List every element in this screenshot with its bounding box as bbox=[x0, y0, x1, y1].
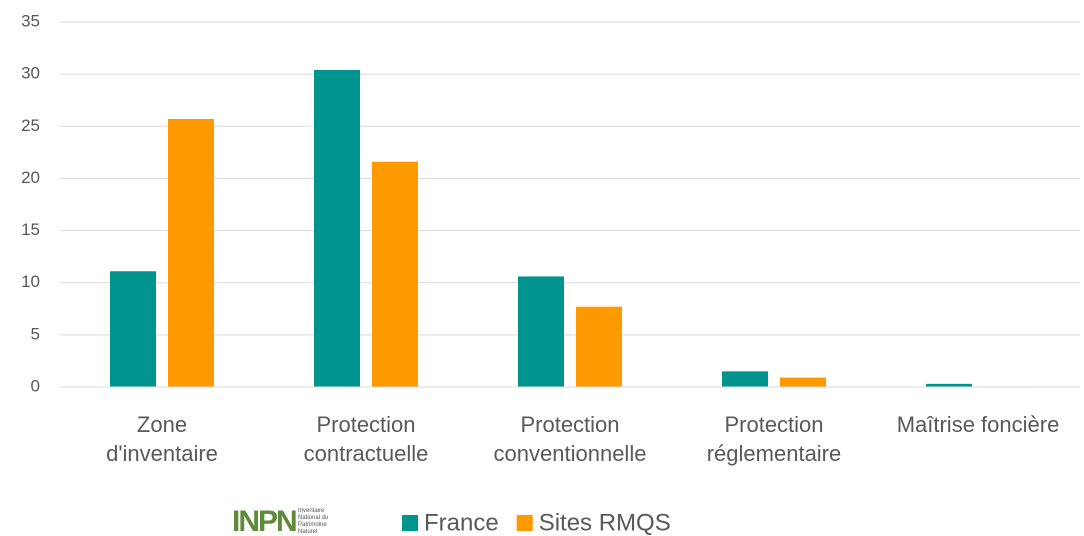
y-tick-label: 0 bbox=[31, 376, 40, 395]
bar bbox=[314, 69, 360, 387]
y-tick-label: 5 bbox=[31, 324, 40, 343]
bar bbox=[372, 161, 418, 387]
bar bbox=[926, 383, 972, 387]
bar bbox=[110, 271, 156, 387]
y-tick-label: 15 bbox=[21, 220, 40, 239]
legend-label: Sites RMQS bbox=[539, 509, 671, 536]
bar bbox=[576, 306, 622, 387]
bar bbox=[722, 371, 768, 387]
y-tick-label: 35 bbox=[21, 11, 40, 30]
logo-caption-box: Inventaire National du Patrimoine Nature… bbox=[298, 508, 329, 535]
bar bbox=[168, 118, 214, 387]
y-tick-label: 20 bbox=[21, 168, 40, 187]
x-tick-label: Zone d'inventaire bbox=[106, 412, 218, 466]
legend-swatch bbox=[402, 515, 418, 531]
legend-label: France bbox=[424, 509, 499, 536]
x-tick-label: Protection réglementaire bbox=[706, 412, 842, 466]
bar bbox=[518, 276, 564, 387]
x-tick-label: Protection conventionnelle bbox=[493, 412, 647, 466]
x-tick-label: Maîtrise foncière bbox=[896, 412, 1060, 437]
bar bbox=[780, 377, 826, 387]
y-tick-label: 25 bbox=[21, 116, 40, 135]
logo-text: INPN bbox=[232, 505, 296, 536]
legend-swatch bbox=[516, 515, 533, 531]
y-tick-label: 30 bbox=[21, 64, 40, 83]
logo-caption: Inventaire National du Patrimoine Nature… bbox=[298, 508, 329, 535]
x-tick-label: Protection contractuelle bbox=[303, 412, 429, 466]
y-tick-label: 10 bbox=[21, 272, 40, 291]
